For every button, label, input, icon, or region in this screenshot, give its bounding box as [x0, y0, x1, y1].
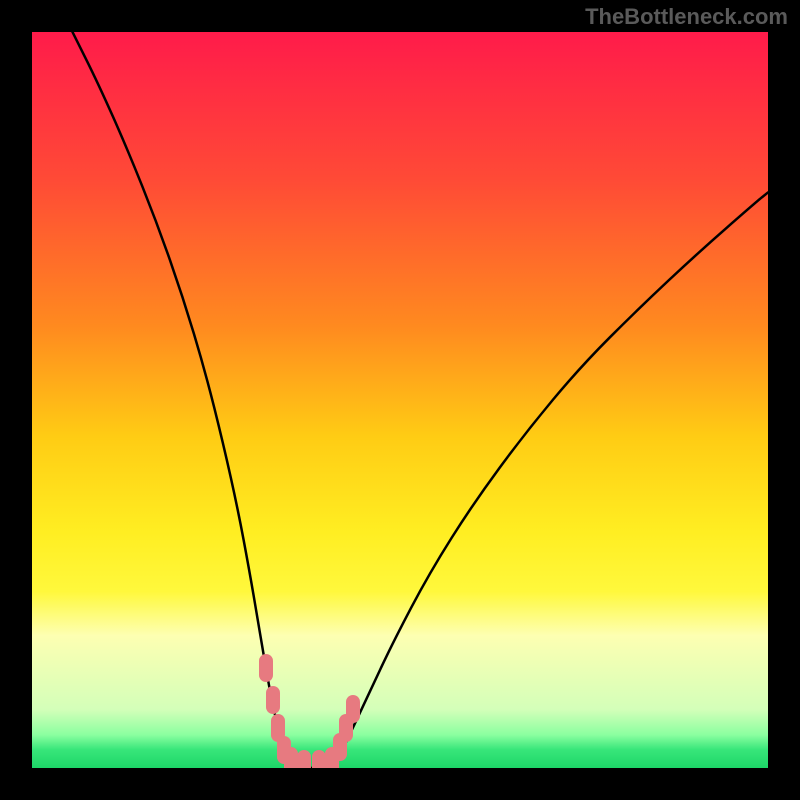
plot-area: [32, 32, 768, 768]
curve-marker: [297, 750, 311, 768]
curve-marker: [266, 686, 280, 714]
curve-marker: [346, 695, 360, 723]
watermark-text: TheBottleneck.com: [585, 4, 788, 30]
bottleneck-curve: [32, 32, 768, 768]
curve-marker: [259, 654, 273, 682]
curve-path: [72, 32, 768, 768]
curve-marker: [284, 747, 298, 768]
